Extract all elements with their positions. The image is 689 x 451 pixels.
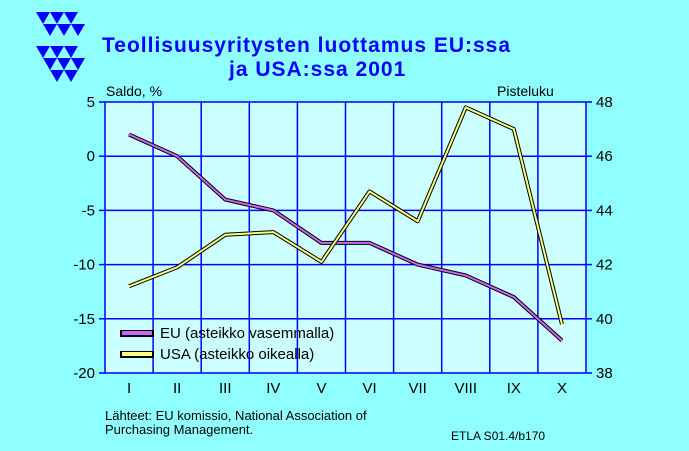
etla-logo bbox=[36, 12, 85, 82]
legend-swatch-usa bbox=[122, 352, 152, 356]
data-point-usa bbox=[560, 323, 563, 326]
legend: EU (asteikko vasemmalla) USA (asteikko oi… bbox=[120, 325, 334, 363]
left-tick-label: -15 bbox=[73, 311, 95, 328]
legend-label-usa: USA (asteikko oikealla) bbox=[160, 346, 314, 363]
legend-label-eu: EU (asteikko vasemmalla) bbox=[160, 325, 334, 342]
x-tick-label: V bbox=[316, 380, 326, 397]
chart-title-line1: Teollisuusyritysten luottamus EU:ssa bbox=[102, 34, 512, 57]
data-point-usa bbox=[512, 128, 515, 131]
x-tick-label: X bbox=[557, 380, 567, 397]
x-tick-label: VIII bbox=[454, 380, 477, 397]
right-tick-label: 44 bbox=[596, 202, 613, 219]
data-point-eu bbox=[128, 133, 131, 136]
data-point-usa bbox=[224, 233, 227, 236]
right-tick-label: 42 bbox=[596, 257, 613, 274]
data-point-eu bbox=[416, 263, 419, 266]
data-point-eu bbox=[368, 241, 371, 244]
grid-lines bbox=[105, 102, 586, 373]
right-tick-label: 46 bbox=[596, 148, 613, 165]
left-tick-label: 0 bbox=[87, 148, 95, 165]
data-point-usa bbox=[320, 260, 323, 263]
series-line-eu bbox=[128, 133, 563, 342]
data-point-usa bbox=[176, 266, 179, 269]
left-tick-label: 5 bbox=[87, 94, 95, 111]
right-axis-caption: Pisteluku bbox=[497, 83, 554, 99]
data-point-eu bbox=[176, 155, 179, 158]
data-point-eu bbox=[464, 274, 467, 277]
source-line1: Lähteet: EU komissio, National Associati… bbox=[105, 408, 367, 423]
x-tick-label: IX bbox=[507, 380, 521, 397]
right-tick-label: 40 bbox=[596, 311, 613, 328]
left-tick-label: -5 bbox=[82, 202, 95, 219]
data-point-eu bbox=[272, 209, 275, 212]
x-tick-label: III bbox=[219, 380, 232, 397]
series-line-usa bbox=[128, 106, 563, 325]
data-point-eu bbox=[224, 198, 227, 201]
data-point-eu bbox=[560, 339, 563, 342]
legend-swatch-eu bbox=[122, 331, 152, 335]
x-tick-label: II bbox=[173, 380, 181, 397]
left-tick-label: -10 bbox=[73, 257, 95, 274]
series-lines bbox=[128, 105, 564, 342]
data-point-usa bbox=[128, 285, 131, 288]
x-tick-label: I bbox=[127, 380, 131, 397]
left-tick-label: -20 bbox=[73, 365, 95, 382]
right-tick-label: 38 bbox=[596, 365, 613, 382]
left-axis-caption: Saldo, % bbox=[106, 83, 163, 99]
source-line2: Purchasing Management. bbox=[105, 422, 254, 437]
data-point-usa bbox=[416, 220, 419, 223]
x-tick-label: IV bbox=[266, 380, 280, 397]
chart-title-line2: ja USA:ssa 2001 bbox=[229, 58, 407, 81]
x-tick-label: VI bbox=[362, 380, 376, 397]
right-tick-label: 48 bbox=[596, 94, 613, 111]
data-point-eu bbox=[512, 296, 515, 299]
data-point-usa bbox=[272, 231, 275, 234]
data-point-usa bbox=[368, 190, 371, 193]
data-point-eu bbox=[320, 241, 323, 244]
chart-code: ETLA S01.4/b170 bbox=[451, 429, 546, 443]
x-tick-label: VII bbox=[408, 380, 426, 397]
data-point-usa bbox=[464, 106, 467, 109]
